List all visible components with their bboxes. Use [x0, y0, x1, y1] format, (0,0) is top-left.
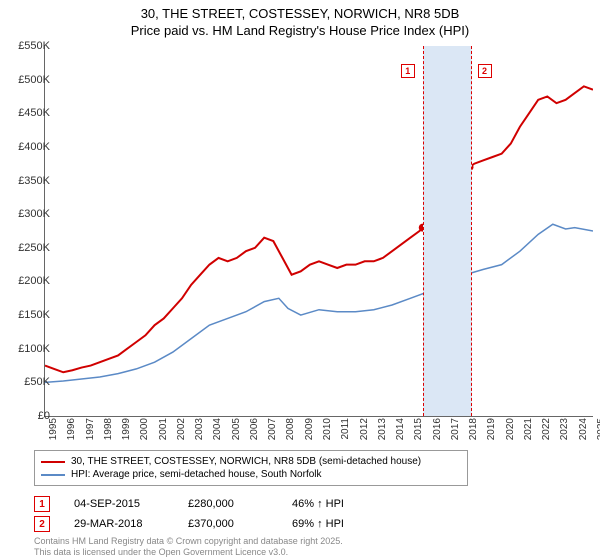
title-block: 30, THE STREET, COSTESSEY, NORWICH, NR8 …: [0, 0, 600, 40]
y-tick-label: £350K: [0, 175, 50, 187]
x-tick-label: 2007: [267, 418, 278, 440]
y-tick-label: £450K: [0, 107, 50, 119]
chart-svg: [45, 46, 593, 416]
sale-date-1: 04-SEP-2015: [74, 498, 164, 510]
x-tick-label: 2013: [377, 418, 388, 440]
x-tick-label: 2011: [340, 418, 351, 440]
sale-hpi-1: 46% ↑ HPI: [292, 498, 372, 510]
x-tick-label: 2003: [194, 418, 205, 440]
x-tick-label: 2024: [578, 418, 589, 440]
x-tick-label: 2008: [285, 418, 296, 440]
sale-hpi-2: 69% ↑ HPI: [292, 518, 372, 530]
legend-row-property: 30, THE STREET, COSTESSEY, NORWICH, NR8 …: [41, 455, 461, 468]
legend-swatch-hpi: [41, 474, 65, 476]
footer-line-2: This data is licensed under the Open Gov…: [34, 547, 343, 558]
sale-price-1: £280,000: [188, 498, 268, 510]
x-tick-label: 2016: [432, 418, 443, 440]
y-tick-label: £500K: [0, 74, 50, 86]
x-tick-label: 2020: [505, 418, 516, 440]
x-tick-label: 1997: [85, 418, 96, 440]
title-line-2: Price paid vs. HM Land Registry's House …: [0, 23, 600, 40]
y-tick-label: £0: [0, 410, 50, 422]
x-tick-label: 2002: [176, 418, 187, 440]
x-tick-label: 1998: [103, 418, 114, 440]
sale-row-1: 1 04-SEP-2015 £280,000 46% ↑ HPI: [34, 494, 372, 514]
sale-date-2: 29-MAR-2018: [74, 518, 164, 530]
y-tick-label: £50K: [0, 376, 50, 388]
x-tick-label: 2006: [249, 418, 260, 440]
y-tick-label: £200K: [0, 275, 50, 287]
legend-label-property: 30, THE STREET, COSTESSEY, NORWICH, NR8 …: [71, 456, 421, 467]
x-tick-label: 2004: [212, 418, 223, 440]
y-tick-label: £550K: [0, 40, 50, 52]
sale-marker-2: 2: [34, 516, 50, 532]
y-tick-label: £150K: [0, 309, 50, 321]
chart-plot-area: 1 2: [44, 46, 593, 417]
x-tick-label: 2022: [541, 418, 552, 440]
highlight-band: [423, 46, 472, 416]
legend-box: 30, THE STREET, COSTESSEY, NORWICH, NR8 …: [34, 450, 468, 486]
footer-line-1: Contains HM Land Registry data © Crown c…: [34, 536, 343, 547]
x-tick-label: 2015: [413, 418, 424, 440]
legend-swatch-property: [41, 461, 65, 463]
x-tick-label: 1995: [48, 418, 59, 440]
x-tick-label: 1996: [66, 418, 77, 440]
chart-container: 30, THE STREET, COSTESSEY, NORWICH, NR8 …: [0, 0, 600, 560]
sales-table: 1 04-SEP-2015 £280,000 46% ↑ HPI 2 29-MA…: [34, 494, 372, 534]
legend-label-hpi: HPI: Average price, semi-detached house,…: [71, 469, 322, 480]
chart-marker-2: 2: [478, 64, 492, 78]
y-tick-label: £400K: [0, 141, 50, 153]
x-tick-label: 2017: [450, 418, 461, 440]
x-tick-label: 2025: [596, 418, 600, 440]
x-tick-label: 2021: [523, 418, 534, 440]
x-tick-label: 2014: [395, 418, 406, 440]
footer: Contains HM Land Registry data © Crown c…: [34, 536, 343, 558]
legend-row-hpi: HPI: Average price, semi-detached house,…: [41, 468, 461, 481]
sale-marker-1: 1: [34, 496, 50, 512]
sale-price-2: £370,000: [188, 518, 268, 530]
chart-marker-1: 1: [401, 64, 415, 78]
x-tick-label: 2019: [486, 418, 497, 440]
sale-row-2: 2 29-MAR-2018 £370,000 69% ↑ HPI: [34, 514, 372, 534]
y-tick-label: £250K: [0, 242, 50, 254]
x-tick-label: 1999: [121, 418, 132, 440]
title-line-1: 30, THE STREET, COSTESSEY, NORWICH, NR8 …: [0, 6, 600, 23]
x-tick-label: 2009: [304, 418, 315, 440]
x-tick-label: 2005: [231, 418, 242, 440]
x-tick-label: 2000: [139, 418, 150, 440]
x-tick-label: 2010: [322, 418, 333, 440]
x-tick-label: 2023: [559, 418, 570, 440]
y-tick-label: £100K: [0, 343, 50, 355]
x-tick-label: 2018: [468, 418, 479, 440]
x-tick-label: 2012: [359, 418, 370, 440]
y-tick-label: £300K: [0, 208, 50, 220]
x-tick-label: 2001: [158, 418, 169, 440]
